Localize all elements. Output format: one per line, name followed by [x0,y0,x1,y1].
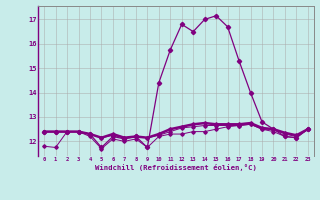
X-axis label: Windchill (Refroidissement éolien,°C): Windchill (Refroidissement éolien,°C) [95,164,257,171]
